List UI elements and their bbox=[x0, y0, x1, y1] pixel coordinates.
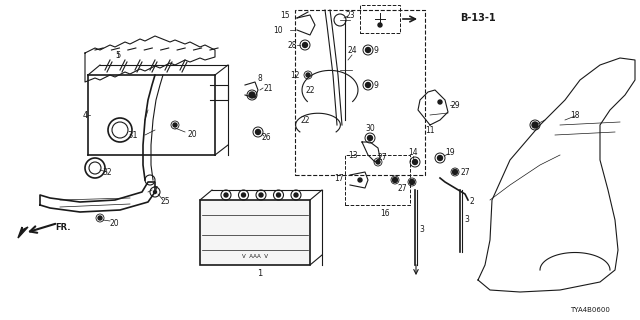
Text: TYA4B0600: TYA4B0600 bbox=[570, 307, 610, 313]
Text: B-13-1: B-13-1 bbox=[460, 13, 495, 23]
Text: 8: 8 bbox=[258, 74, 262, 83]
Circle shape bbox=[306, 73, 310, 77]
Text: 4: 4 bbox=[83, 110, 88, 119]
Text: 2: 2 bbox=[470, 197, 474, 206]
Bar bbox=[345, 155, 410, 205]
Circle shape bbox=[259, 193, 263, 197]
Circle shape bbox=[392, 178, 397, 182]
Text: 19: 19 bbox=[445, 148, 455, 156]
Circle shape bbox=[410, 180, 415, 185]
Text: V  AAA  V: V AAA V bbox=[242, 254, 268, 260]
Text: 12: 12 bbox=[291, 70, 300, 79]
Circle shape bbox=[224, 193, 228, 197]
Circle shape bbox=[294, 193, 298, 197]
Text: 27: 27 bbox=[460, 167, 470, 177]
Text: 3: 3 bbox=[420, 226, 424, 235]
Circle shape bbox=[365, 83, 371, 87]
Text: 7: 7 bbox=[152, 186, 157, 195]
Circle shape bbox=[154, 190, 157, 194]
Text: 22: 22 bbox=[300, 116, 310, 124]
Text: 1: 1 bbox=[257, 268, 262, 277]
Text: 22: 22 bbox=[305, 85, 315, 94]
Text: 30: 30 bbox=[365, 124, 375, 132]
Text: 24: 24 bbox=[347, 45, 357, 54]
Circle shape bbox=[358, 178, 362, 182]
Circle shape bbox=[276, 193, 280, 197]
Text: 13: 13 bbox=[348, 150, 358, 159]
Circle shape bbox=[98, 216, 102, 220]
Text: 10: 10 bbox=[273, 26, 283, 35]
Text: 18: 18 bbox=[570, 110, 580, 119]
Bar bbox=[295, 10, 425, 175]
Text: 23: 23 bbox=[345, 11, 355, 20]
Text: 29: 29 bbox=[450, 100, 460, 109]
Circle shape bbox=[367, 135, 372, 140]
Text: 17: 17 bbox=[334, 173, 344, 182]
Circle shape bbox=[249, 92, 255, 98]
Text: 25: 25 bbox=[160, 197, 170, 206]
Text: FR.: FR. bbox=[55, 223, 70, 233]
Bar bbox=[360, 5, 400, 33]
Circle shape bbox=[376, 160, 380, 164]
Text: 31: 31 bbox=[128, 131, 138, 140]
Circle shape bbox=[438, 100, 442, 104]
Text: 11: 11 bbox=[425, 125, 435, 134]
Text: 5: 5 bbox=[115, 51, 120, 60]
Polygon shape bbox=[18, 227, 28, 238]
Circle shape bbox=[255, 130, 260, 134]
Circle shape bbox=[532, 122, 538, 128]
Text: 9: 9 bbox=[374, 45, 378, 54]
Text: 27: 27 bbox=[377, 153, 387, 162]
Text: 32: 32 bbox=[102, 167, 112, 177]
Text: 20: 20 bbox=[109, 219, 119, 228]
Circle shape bbox=[173, 123, 177, 127]
Circle shape bbox=[365, 47, 371, 52]
Text: 28: 28 bbox=[287, 41, 297, 50]
Circle shape bbox=[413, 159, 417, 164]
Text: 16: 16 bbox=[380, 209, 390, 218]
Text: 14: 14 bbox=[408, 148, 418, 156]
Circle shape bbox=[378, 23, 382, 27]
Text: 20: 20 bbox=[187, 130, 197, 139]
Text: 26: 26 bbox=[261, 132, 271, 141]
Circle shape bbox=[241, 193, 246, 197]
Text: 3: 3 bbox=[465, 215, 469, 225]
Bar bbox=[200, 200, 310, 265]
Circle shape bbox=[438, 156, 442, 161]
Circle shape bbox=[303, 43, 307, 47]
Circle shape bbox=[452, 170, 458, 174]
Text: 27: 27 bbox=[397, 183, 407, 193]
Text: 21: 21 bbox=[263, 84, 273, 92]
Text: 9: 9 bbox=[374, 81, 378, 90]
Text: 15: 15 bbox=[280, 11, 290, 20]
